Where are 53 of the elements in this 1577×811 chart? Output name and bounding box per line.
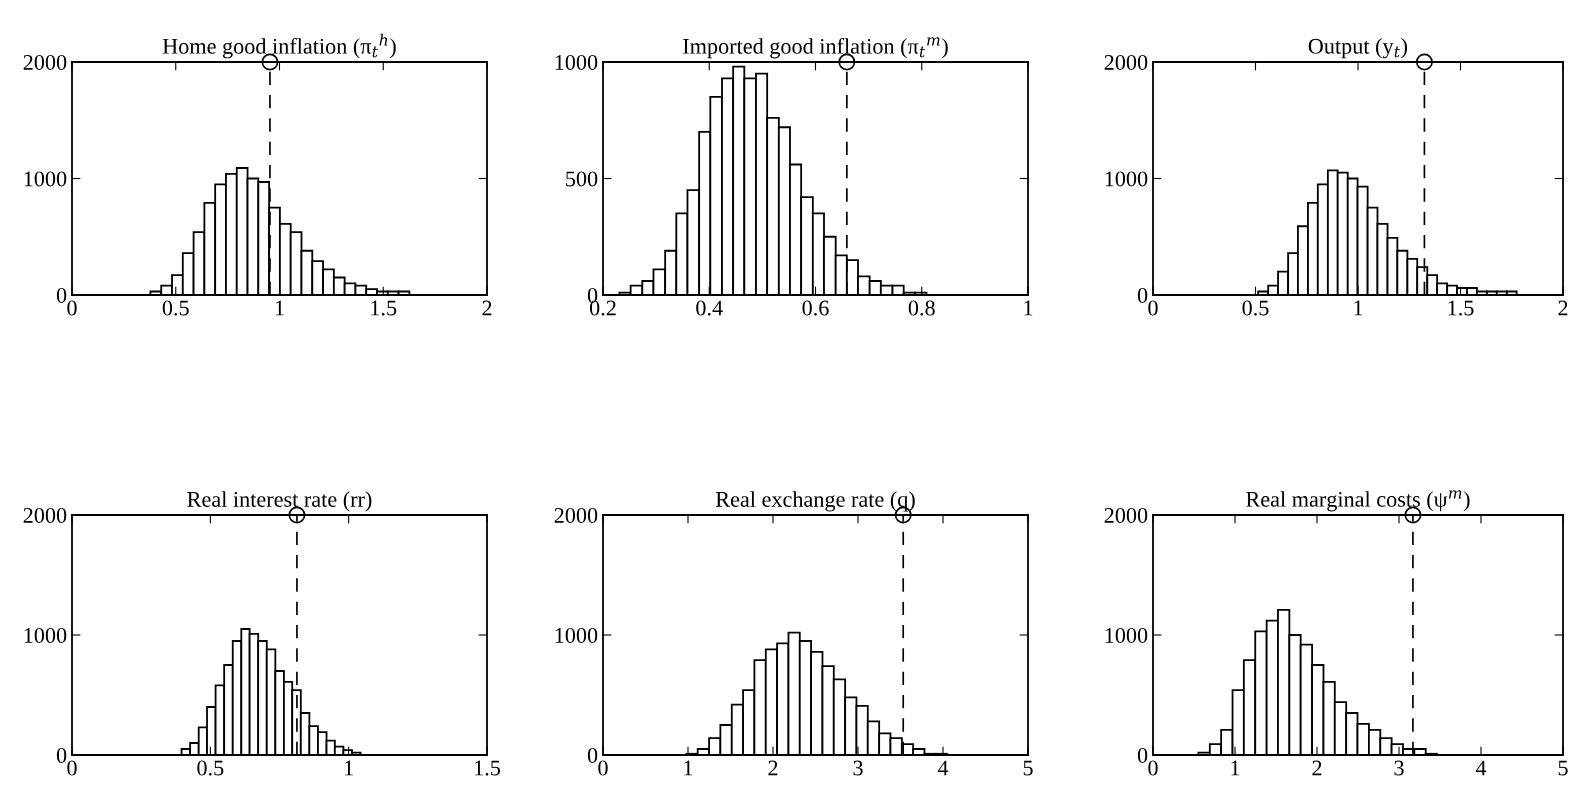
x-tick-label: 0 (1148, 760, 1158, 776)
y-tick-label: 1000 (555, 627, 598, 643)
x-tick-label: 5 (1023, 760, 1033, 776)
y-tick-label: 1000 (24, 627, 67, 643)
chart-title: Home good inflation (π$_{t}$$^{h}$) (162, 33, 396, 59)
x-tick-label: 2 (1312, 760, 1322, 776)
chart-title: Real interest rate (rr) (187, 491, 372, 512)
x-tick-label: 1.5 (371, 300, 397, 316)
x-tick-label: 1 (1354, 300, 1363, 316)
x-tick-label: 0.5 (162, 300, 189, 316)
x-tick-label: 1 (684, 760, 693, 776)
x-tick-label: 0 (598, 760, 608, 776)
chart-title: Imported good inflation (π$_{t}$$^{m}$) (683, 37, 948, 59)
y-tick-label: 2000 (23, 507, 67, 523)
y-tick-label: 0 (56, 287, 67, 303)
y-tick-label: 1000 (555, 54, 598, 70)
y-tick-label: 2000 (1104, 54, 1148, 70)
x-tick-label: 1 (275, 300, 284, 316)
x-tick-label: 1 (345, 760, 353, 776)
y-tick-label: 2000 (554, 507, 598, 523)
y-tick-label: 2000 (1104, 507, 1148, 523)
x-tick-label: 0.8 (908, 300, 935, 316)
y-tick-label: 1000 (1105, 171, 1148, 187)
x-tick-label: 0.5 (197, 760, 224, 776)
x-tick-label: 1 (1024, 300, 1033, 316)
x-tick-label: 0 (1148, 300, 1158, 316)
x-tick-label: 3 (1394, 760, 1404, 776)
y-tick-label: 500 (566, 171, 598, 187)
x-tick-label: 0.5 (1242, 300, 1269, 316)
x-tick-label: 4 (1475, 760, 1487, 776)
y-tick-label: 0 (587, 747, 598, 763)
y-tick-label: 0 (1137, 747, 1148, 763)
y-tick-label: 0 (1137, 287, 1148, 303)
y-tick-label: 1000 (24, 171, 67, 187)
x-tick-label: 1 (1231, 760, 1240, 776)
y-tick-label: 1000 (1105, 627, 1148, 643)
x-tick-label: 5 (1558, 760, 1568, 776)
x-tick-label: 3 (853, 760, 863, 776)
chart-title: Real marginal costs (ψ$^{m}$) (1246, 490, 1470, 512)
x-tick-label: 4 (937, 760, 949, 776)
chart-title: Real exchange rate (q) (715, 491, 915, 512)
x-tick-label: 0.6 (802, 300, 829, 316)
x-tick-label: 0 (67, 760, 77, 776)
y-tick-label: 2000 (23, 54, 67, 70)
x-tick-label: 2 (768, 760, 778, 776)
y-tick-label: 0 (56, 747, 67, 763)
x-tick-label: 1.5 (1448, 300, 1474, 316)
x-tick-label: 2 (1558, 300, 1568, 316)
x-tick-label: 0.4 (696, 300, 723, 316)
x-tick-label: 0 (67, 300, 77, 316)
x-tick-label: 1.5 (475, 760, 501, 776)
chart-title: Output (y$_{t}$) (1308, 38, 1408, 59)
x-tick-label: 2 (482, 300, 492, 316)
